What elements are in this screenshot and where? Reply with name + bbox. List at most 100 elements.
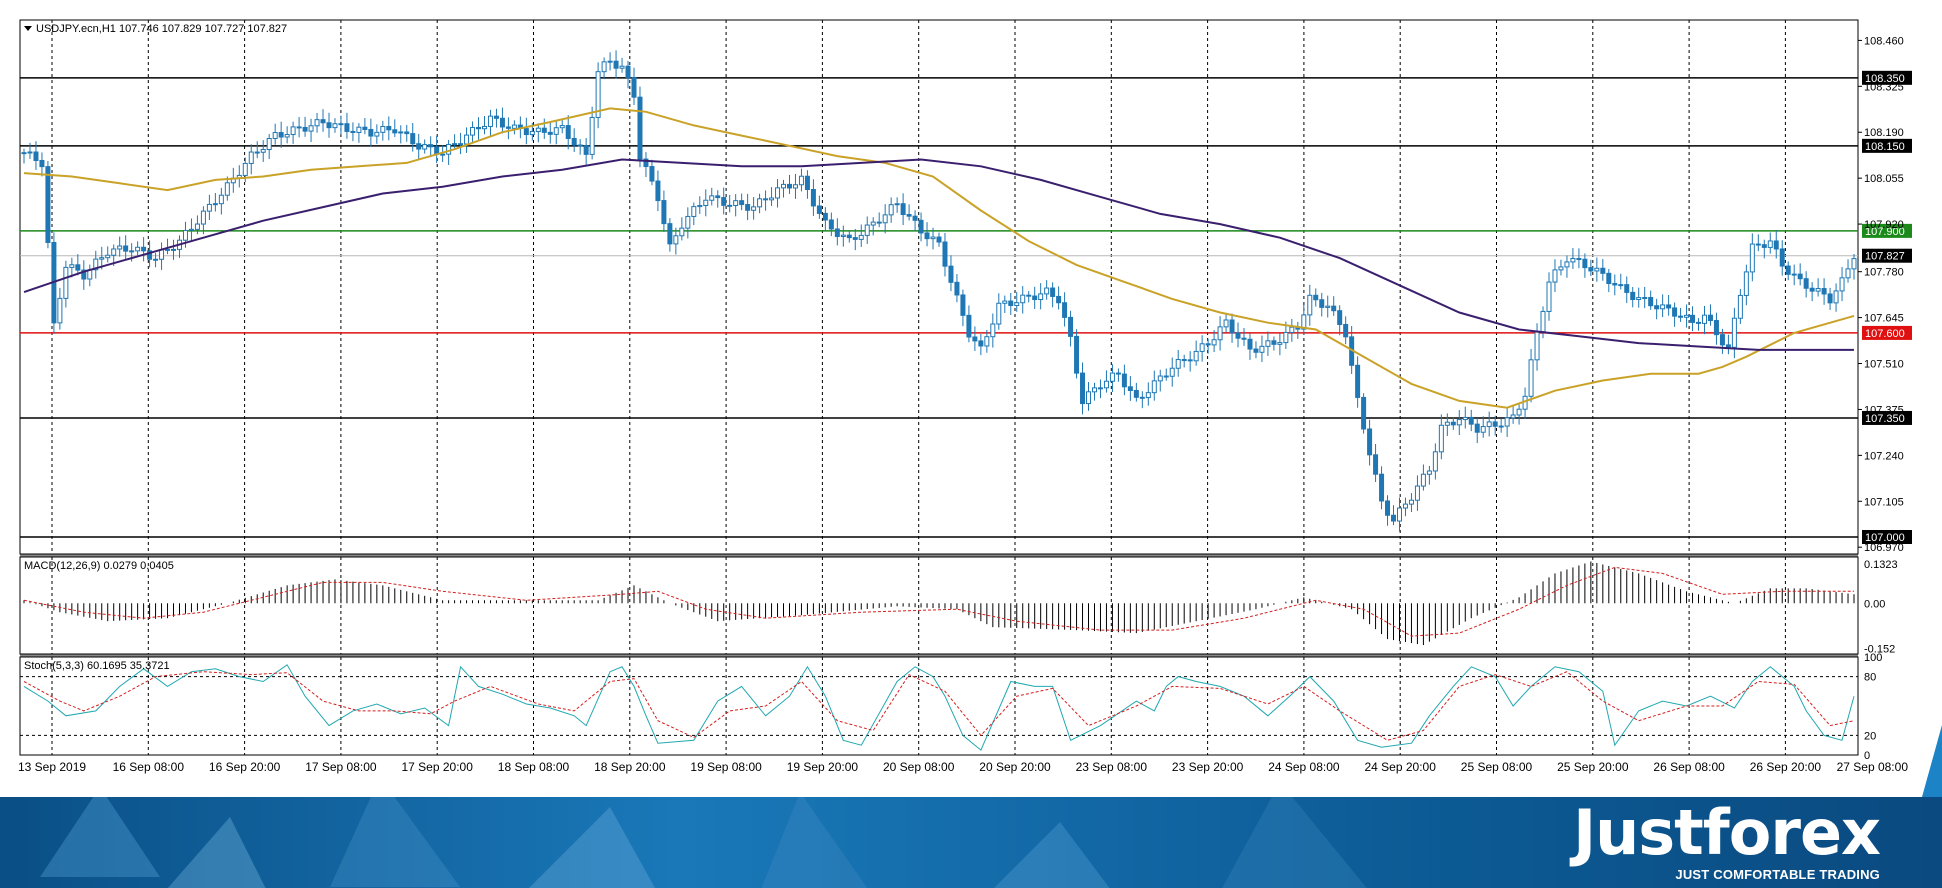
- x-tick-label: 16 Sep 20:00: [209, 760, 281, 774]
- y-tick-label: 106.970: [1864, 542, 1904, 554]
- candle-body: [1193, 350, 1199, 362]
- price-level-tag: [1862, 410, 1912, 425]
- candle-body: [302, 126, 308, 132]
- candle-body: [583, 145, 589, 155]
- candle-body: [1056, 295, 1062, 304]
- macd-signal-line: [23, 566, 1854, 637]
- candle-body: [1510, 414, 1516, 419]
- candle-body: [996, 302, 1002, 325]
- candle-body: [129, 250, 135, 253]
- x-tick-label: 24 Sep 20:00: [1364, 760, 1436, 774]
- candle-body: [679, 227, 685, 237]
- candle-body: [1498, 425, 1504, 428]
- candle-body: [1408, 499, 1414, 505]
- x-tick-label: 23 Sep 20:00: [1172, 760, 1244, 774]
- candle-body: [1785, 265, 1791, 275]
- stoch-d-line: [23, 671, 1855, 741]
- candle-body: [1474, 423, 1480, 433]
- candle-body: [350, 130, 356, 133]
- candle-body: [1684, 314, 1690, 318]
- candle-body: [1462, 416, 1468, 421]
- candle-body: [440, 153, 446, 156]
- candle-body: [1367, 428, 1373, 456]
- candle-body: [135, 246, 141, 252]
- candle-body: [1414, 485, 1420, 501]
- candle-body: [709, 195, 715, 201]
- candle-body: [1456, 419, 1462, 426]
- candle-body: [733, 200, 739, 206]
- candle-body: [1157, 375, 1163, 382]
- candle-body: [147, 250, 153, 260]
- candle-body: [804, 175, 810, 191]
- main-pane-title: USDJPY.ecn,H1 107.746 107.829 107.727 10…: [36, 23, 287, 35]
- price-level-label: 108.350: [1865, 73, 1905, 85]
- candle-body: [541, 127, 547, 133]
- candle-body: [1833, 290, 1839, 304]
- candle-body: [57, 297, 63, 324]
- candle-body: [1725, 344, 1731, 348]
- candle-body: [1600, 267, 1606, 274]
- candle-body: [1205, 343, 1211, 346]
- candle-body: [1480, 426, 1486, 433]
- x-tick-label: 27 Sep 08:00: [1837, 760, 1909, 774]
- stoch-y-tick-label: 100: [1864, 652, 1882, 664]
- candle-body: [1002, 300, 1008, 304]
- candle-body: [248, 151, 254, 164]
- candle-body: [1032, 295, 1038, 301]
- candle-body: [966, 314, 972, 338]
- candle-body: [757, 198, 763, 208]
- candle-body: [1426, 470, 1432, 475]
- candle-body: [1115, 372, 1121, 375]
- candle-body: [1701, 314, 1707, 324]
- price-level-tag: [1862, 248, 1912, 263]
- candle-body: [1576, 257, 1582, 260]
- candle-body: [1444, 421, 1450, 426]
- candle-body: [613, 60, 619, 69]
- x-tick-label: 17 Sep 20:00: [401, 760, 473, 774]
- candle-body: [1074, 335, 1080, 374]
- candle-body: [685, 215, 691, 229]
- candle-body: [1851, 258, 1857, 270]
- candle-body: [1331, 305, 1337, 312]
- candle-body: [505, 126, 511, 129]
- pane-frame-3: [19, 656, 1859, 756]
- candle-body: [171, 248, 177, 251]
- x-tick-label: 19 Sep 08:00: [690, 760, 762, 774]
- candle-body: [1791, 273, 1797, 276]
- candle-body: [386, 125, 392, 131]
- justforex-logo: Justforex: [1573, 797, 1881, 869]
- candle-body: [1343, 323, 1349, 338]
- brand-tagline: JUST COMFORTABLE TRADING: [1675, 867, 1880, 882]
- candle-body: [1396, 507, 1402, 522]
- candle-body: [948, 265, 954, 283]
- candle-body: [721, 197, 727, 206]
- x-tick-label: 26 Sep 20:00: [1750, 760, 1822, 774]
- candle-body: [553, 127, 559, 135]
- candle-body: [936, 236, 942, 243]
- candle-body: [852, 237, 858, 240]
- candle-body: [493, 115, 499, 119]
- candle-body: [446, 143, 452, 155]
- candle-body: [1618, 284, 1624, 287]
- candle-body: [452, 143, 458, 146]
- candle-body: [1151, 380, 1157, 394]
- candle-body: [1642, 297, 1648, 300]
- candle-body: [1737, 294, 1743, 319]
- candle-body: [954, 281, 960, 296]
- candle-body: [1528, 359, 1534, 397]
- candle-body: [637, 96, 643, 160]
- candle-body: [918, 219, 924, 234]
- candle-body: [21, 152, 27, 155]
- candle-body: [1845, 268, 1851, 279]
- candle-body: [380, 125, 386, 133]
- candle-body: [63, 266, 69, 299]
- candle-body: [984, 336, 990, 347]
- y-tick-label: 107.510: [1864, 359, 1904, 371]
- x-tick-label: 25 Sep 08:00: [1461, 760, 1533, 774]
- collapse-arrow-icon: [24, 26, 32, 31]
- candle-body: [1839, 277, 1845, 292]
- candle-body: [290, 126, 296, 136]
- candle-body: [1038, 293, 1044, 301]
- candle-body: [1121, 373, 1127, 388]
- candle-body: [906, 214, 912, 217]
